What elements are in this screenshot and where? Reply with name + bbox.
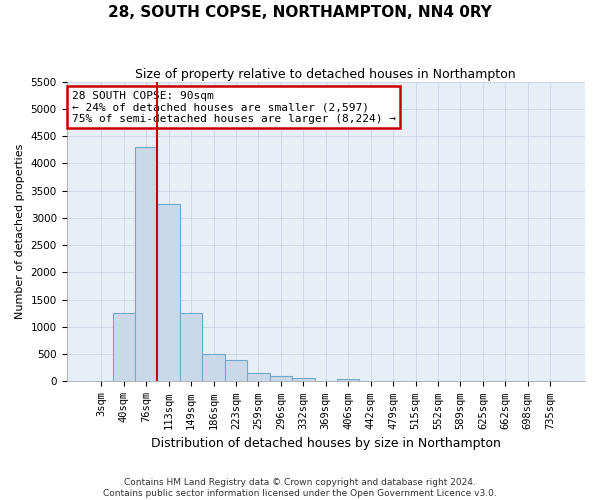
- Bar: [157, 204, 180, 382]
- Text: Contains HM Land Registry data © Crown copyright and database right 2024.
Contai: Contains HM Land Registry data © Crown c…: [103, 478, 497, 498]
- Bar: [113, 314, 135, 382]
- Bar: [135, 147, 157, 382]
- Bar: [292, 378, 314, 382]
- Text: 28 SOUTH COPSE: 90sqm
← 24% of detached houses are smaller (2,597)
75% of semi-d: 28 SOUTH COPSE: 90sqm ← 24% of detached …: [72, 90, 396, 124]
- Text: 28, SOUTH COPSE, NORTHAMPTON, NN4 0RY: 28, SOUTH COPSE, NORTHAMPTON, NN4 0RY: [108, 5, 492, 20]
- Bar: [247, 374, 269, 382]
- Bar: [180, 314, 202, 382]
- Bar: [225, 360, 247, 382]
- Title: Size of property relative to detached houses in Northampton: Size of property relative to detached ho…: [136, 68, 516, 80]
- Bar: [269, 376, 292, 382]
- Bar: [337, 378, 359, 382]
- X-axis label: Distribution of detached houses by size in Northampton: Distribution of detached houses by size …: [151, 437, 501, 450]
- Y-axis label: Number of detached properties: Number of detached properties: [15, 144, 25, 319]
- Bar: [202, 354, 225, 382]
